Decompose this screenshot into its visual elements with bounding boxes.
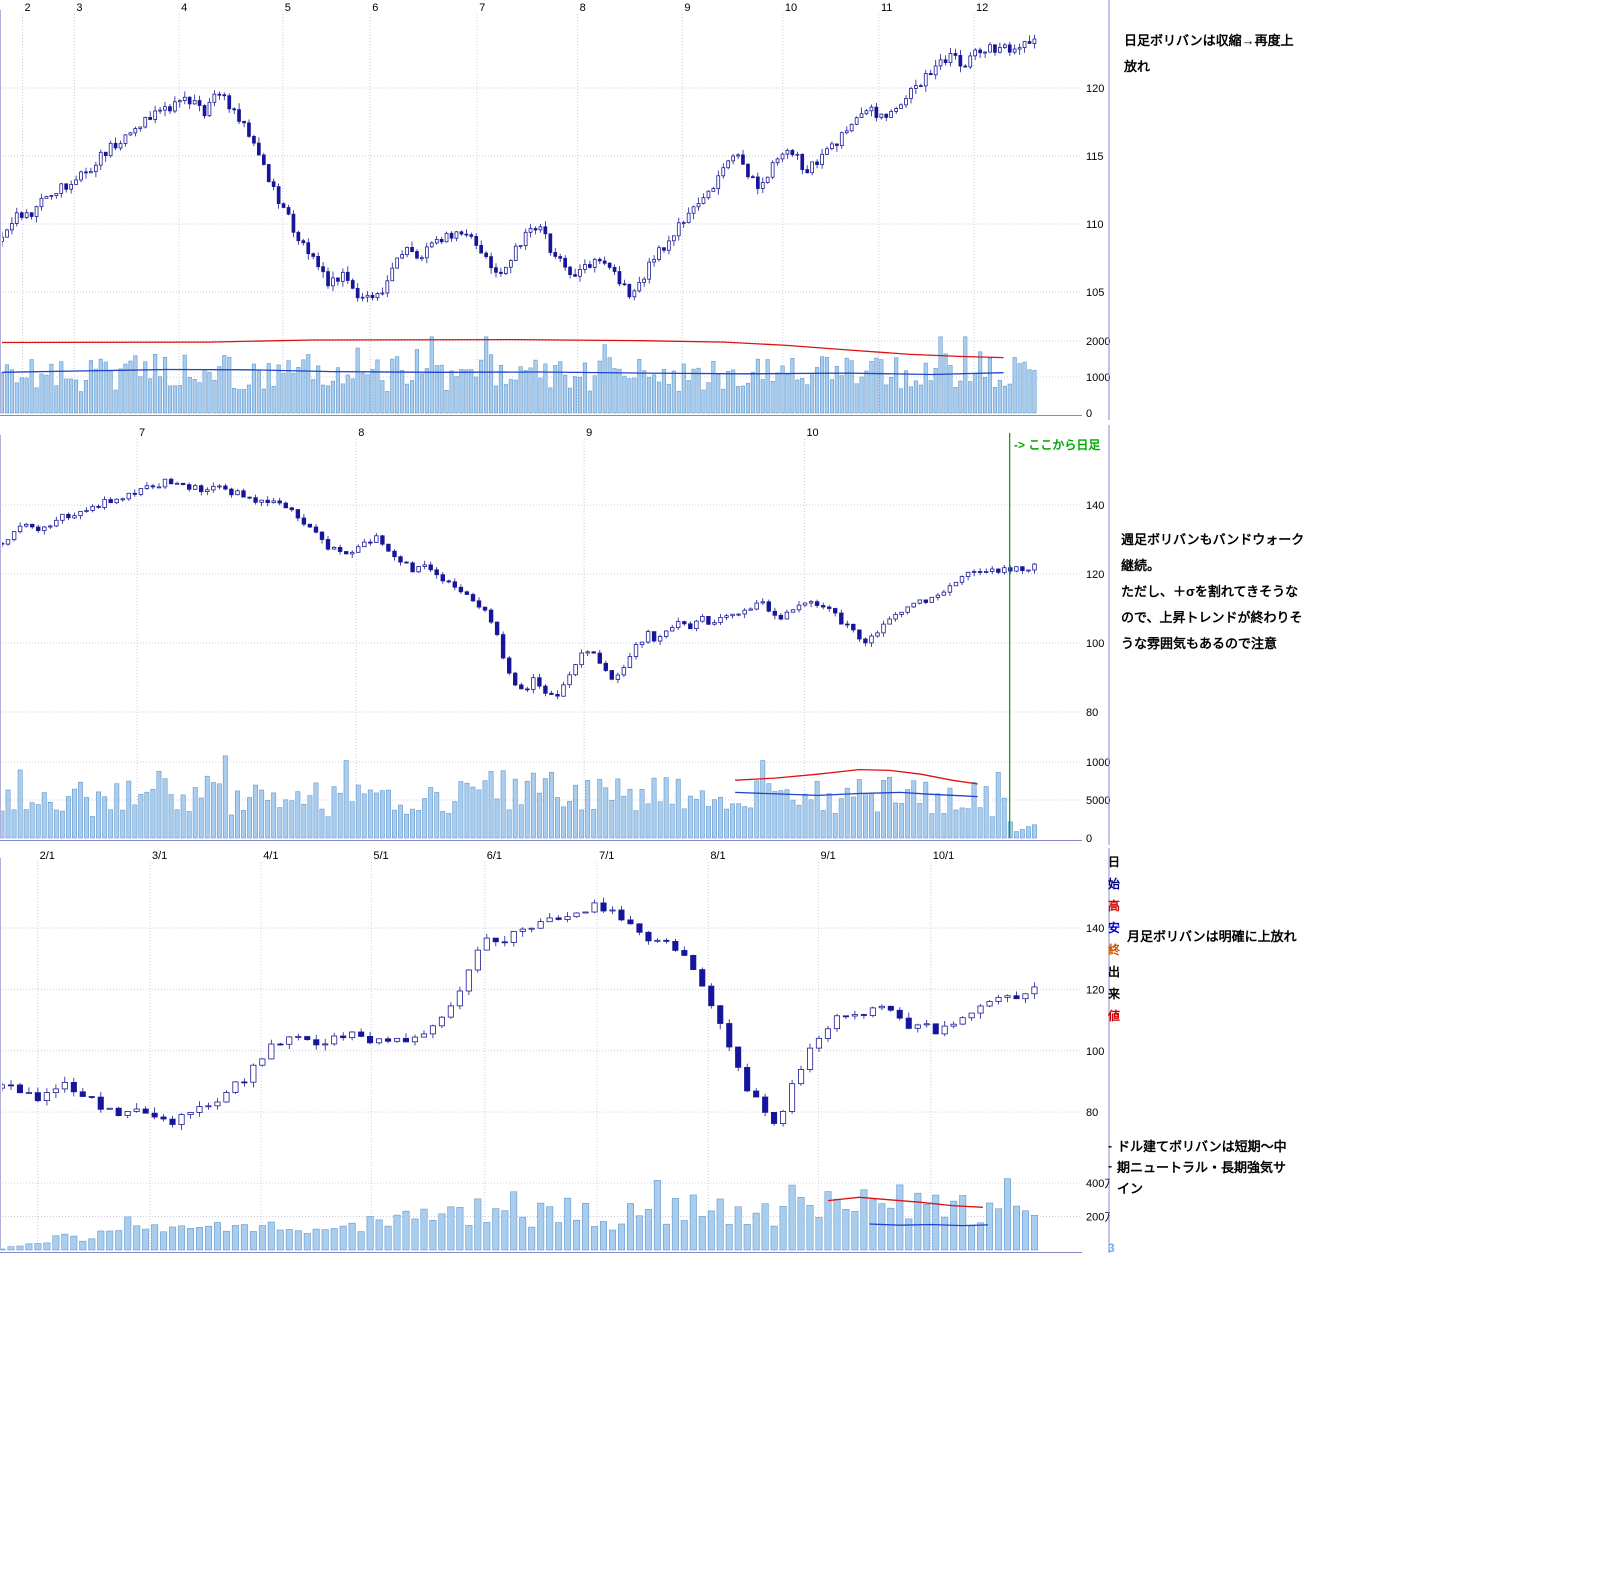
annotation-line: うな雰囲気もあるので注意 xyxy=(1121,636,1278,651)
clipped-text-fragment: 来 xyxy=(1108,987,1121,1001)
candlesticks xyxy=(2,34,1037,303)
volume-red-line xyxy=(827,1196,983,1208)
x-axis-label: 11 xyxy=(881,2,892,14)
monthly-chart-svg: 2/1 3/1 4/1 5/1 6/1 7/1 8/1 9/1 10/1 140 120 100 80 4… xyxy=(0,848,1116,1253)
axis-labels: 2/1 3/1 4/1 5/1 6/1 7/1 8/1 9/1 10/1 140 120 100 80 4… xyxy=(40,850,1116,1224)
volume-axis-label: 100000 xyxy=(1086,372,1110,384)
annotation-line: ドル建てボリバンは短期～中 xyxy=(1117,1139,1287,1154)
annotation-line: ただし、＋σを割れてきそうな xyxy=(1121,584,1299,599)
x-axis-label: 9 xyxy=(586,427,592,439)
volume-bars xyxy=(0,755,1037,839)
volume-axis-label: 200000 xyxy=(1086,336,1110,348)
gridlines xyxy=(2,14,1082,413)
x-axis-label: 10 xyxy=(806,427,818,439)
y-axis-label: 100 xyxy=(1086,638,1104,650)
x-axis-label: 6 xyxy=(372,2,378,14)
clipped-text-fragment: 始 xyxy=(1108,877,1121,891)
annotation-line: 日足ボリバンは収縮→再度上 xyxy=(1124,33,1294,48)
y-axis-label: 80 xyxy=(1086,707,1098,719)
volume-axis-label: 0 xyxy=(1086,408,1092,420)
y-axis-label: 120 xyxy=(1086,83,1104,95)
clipped-text-fragment: 値 xyxy=(1108,1009,1121,1023)
x-axis-label: 5/1 xyxy=(373,850,388,862)
x-axis-label: 7/1 xyxy=(599,850,614,862)
volume-blue-line xyxy=(869,1223,989,1227)
volume-blue-line xyxy=(1,368,1004,376)
daily-chart-svg: 2 3 4 5 6 7 8 9 10 11 12 120 115 110 105 200000 100000 0 xyxy=(0,0,1123,420)
weekly-annotation: 週足ボリバンもバンドウォーク 継続。ただし、＋σを割れてきそうな ので、上昇トレンド… xyxy=(1121,527,1351,657)
x-axis-label: 2 xyxy=(25,2,31,14)
x-axis-label: 10/1 xyxy=(933,850,954,862)
volume-red-line xyxy=(1,338,1004,359)
dollar-annotation: ドル建てボリバンは短期～中 期ニュートラル・長期強気サ イン xyxy=(1117,1136,1337,1199)
x-axis-label: 3/1 xyxy=(152,850,167,862)
x-axis-label: 9 xyxy=(684,2,690,14)
clipped-info-panel: 日始高安終出来値 - - 3 xyxy=(1108,0,1126,1270)
x-axis-label: 4/1 xyxy=(263,850,278,862)
x-axis-label: 4 xyxy=(181,2,187,14)
x-axis-label: 10 xyxy=(785,2,797,14)
x-axis-label: 3 xyxy=(76,2,82,14)
volume-bars xyxy=(0,336,1037,414)
candlesticks xyxy=(2,897,1038,1131)
x-axis-label: 8 xyxy=(580,2,586,14)
y-axis-label: 80 xyxy=(1086,1107,1098,1119)
x-axis-label: 6/1 xyxy=(487,850,502,862)
y-axis-label: 105 xyxy=(1086,287,1104,299)
clipped-text-fragment: 安 xyxy=(1108,921,1121,935)
daily-chart: 2 3 4 5 6 7 8 9 10 11 12 120 115 110 105 200000 100000 0 xyxy=(0,0,1123,425)
annotation-line: 期ニュートラル・長期強気サ xyxy=(1117,1160,1287,1175)
y-axis-label: 115 xyxy=(1086,151,1104,163)
x-axis-label: 8 xyxy=(358,427,364,439)
clipped-text-fragment: 終 xyxy=(1108,943,1121,957)
x-axis-label: 5 xyxy=(285,2,291,14)
y-axis-label: 140 xyxy=(1086,500,1104,512)
gridlines xyxy=(2,439,1082,838)
volume-axis-label: 1000000 xyxy=(1086,757,1110,769)
gridlines xyxy=(2,862,1082,1250)
y-axis-label: 120 xyxy=(1086,984,1104,996)
x-axis-label: 9/1 xyxy=(820,850,835,862)
weekly-chart: 7 8 9 10 140 120 100 80 1000000 500000 0 xyxy=(0,425,1129,850)
clipped-text-fragment: 高 xyxy=(1108,899,1121,913)
x-axis-label: 8/1 xyxy=(710,850,725,862)
annotation-line: 放れ xyxy=(1124,59,1151,74)
volume-red-line xyxy=(735,768,978,785)
clipped-text-fragment: - xyxy=(1108,1139,1112,1153)
annotation-line: イン xyxy=(1117,1181,1144,1196)
volume-axis-label: 500000 xyxy=(1086,795,1110,807)
y-axis-label: 110 xyxy=(1086,219,1104,231)
monthly-annotation: 月足ボリバンは明確に上放れ xyxy=(1127,924,1357,950)
weekly-chart-svg: 7 8 9 10 140 120 100 80 1000000 500000 0 xyxy=(0,425,1129,845)
annotation-line: 週足ボリバンもバンドウォーク xyxy=(1121,532,1305,547)
volume-axis-label: 0 xyxy=(1086,833,1092,845)
clipped-text-fragment: 日 xyxy=(1108,855,1121,869)
daily-start-marker-label: -> ここから日足 xyxy=(1014,438,1101,452)
volume-bars xyxy=(0,1178,1039,1251)
volume-blue-line xyxy=(735,791,978,798)
daily-annotation: 日足ボリバンは収縮→再度上 放れ xyxy=(1124,28,1354,80)
candlesticks xyxy=(2,477,1037,700)
y-axis-label: 120 xyxy=(1086,569,1104,581)
annotation-line: 月足ボリバンは明確に上放れ xyxy=(1127,929,1297,944)
x-axis-label: 12 xyxy=(976,2,988,14)
clipped-text-fragment: 出 xyxy=(1108,965,1121,979)
clipped-text-fragment: - xyxy=(1108,1159,1112,1173)
y-axis-label: 100 xyxy=(1086,1046,1104,1058)
x-axis-label: 2/1 xyxy=(40,850,55,862)
clipped-text-fragment: 3 xyxy=(1108,1241,1115,1255)
x-axis-label: 7 xyxy=(139,427,145,439)
y-axis-label: 140 xyxy=(1086,923,1104,935)
volume-axis-label: 400万 xyxy=(1086,1178,1110,1190)
annotation-line: ので、上昇トレンドが終わりそ xyxy=(1121,610,1303,625)
annotation-line: 継続。 xyxy=(1121,558,1161,573)
monthly-chart: 2/1 3/1 4/1 5/1 6/1 7/1 8/1 9/1 10/1 140 120 100 80 4… xyxy=(0,848,1116,1258)
volume-axis-label: 200万 xyxy=(1086,1212,1110,1224)
x-axis-label: 7 xyxy=(479,2,485,14)
